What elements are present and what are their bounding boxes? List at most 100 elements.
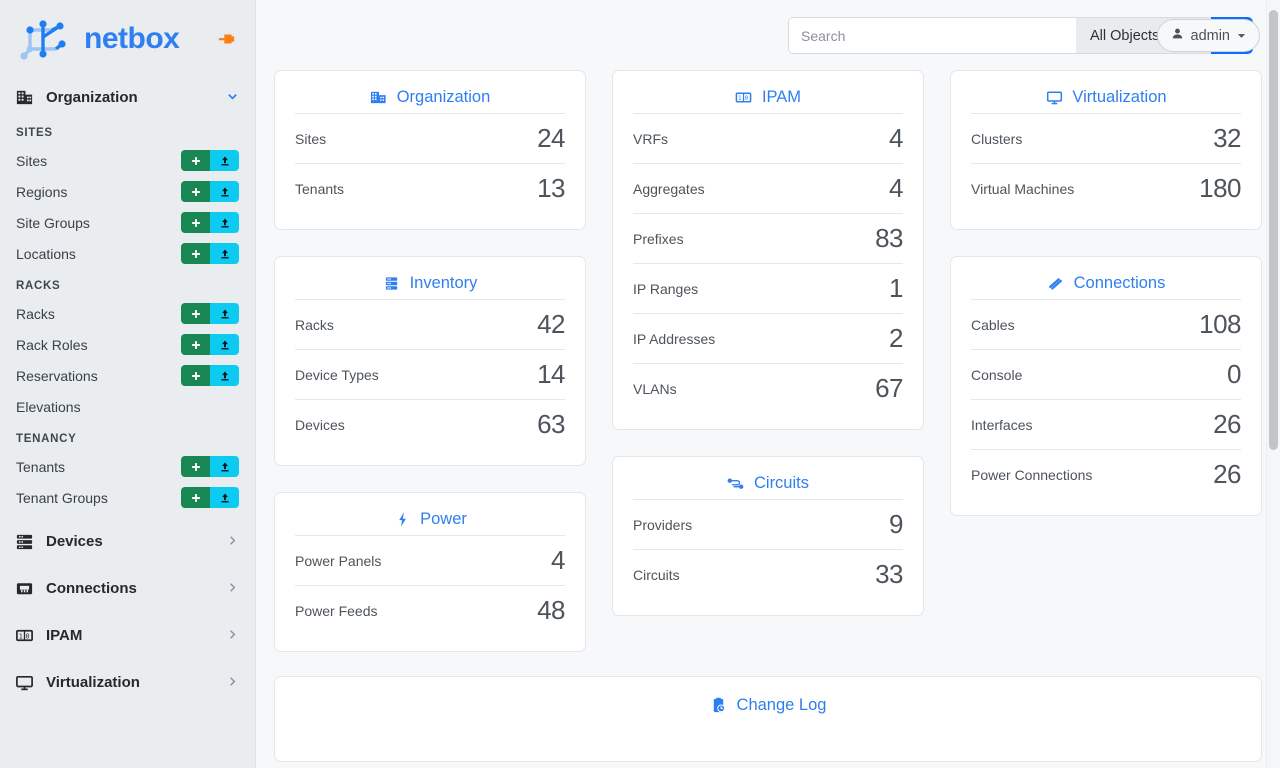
stat-row[interactable]: Virtual Machines 180: [971, 163, 1241, 213]
search-input[interactable]: [788, 17, 1076, 54]
scrollbar-track[interactable]: [1266, 0, 1280, 768]
sidebar-group-devices[interactable]: Devices: [0, 522, 255, 560]
sidebar-item-regions[interactable]: Regions: [0, 176, 255, 207]
add-site-groups-button[interactable]: [181, 212, 210, 233]
import-tenants-button[interactable]: [210, 456, 239, 477]
stat-row[interactable]: Prefixes 83: [633, 213, 903, 263]
card-title-label: Organization: [396, 88, 491, 106]
brand-name: netbox: [84, 22, 180, 55]
stat-value: 4: [551, 545, 565, 575]
sidebar-item-label: Elevations: [16, 398, 81, 415]
card-title-power[interactable]: Power: [295, 510, 565, 529]
card-title-circuits[interactable]: Circuits: [633, 474, 903, 493]
add-tenants-button[interactable]: [181, 456, 210, 477]
stat-value: 108: [1199, 309, 1241, 339]
dashboard-grid: Organization Sites 24 Tenants 13: [256, 70, 1280, 652]
virtualization-icon: [1045, 89, 1063, 107]
sidebar-item-reservations[interactable]: Reservations: [0, 360, 255, 391]
organization-icon: [370, 89, 388, 107]
add-reservations-button[interactable]: [181, 365, 210, 386]
user-menu-button[interactable]: admin: [1156, 19, 1260, 52]
import-racks-button[interactable]: [210, 303, 239, 324]
stat-value: 67: [875, 373, 903, 403]
stat-row[interactable]: Console 0: [971, 349, 1241, 399]
stat-value: 26: [1213, 459, 1241, 489]
card-title-label: Inventory: [409, 274, 478, 292]
stat-label: IP Addresses: [633, 330, 716, 347]
import-tenant-groups-button[interactable]: [210, 487, 239, 508]
stat-row[interactable]: Cables 108: [971, 299, 1241, 349]
import-sites-button[interactable]: [210, 150, 239, 171]
sidebar-group-virtualization[interactable]: Virtualization: [0, 663, 255, 701]
stat-value: 2: [889, 323, 903, 353]
sidebar-item-elevations[interactable]: Elevations: [0, 391, 255, 422]
add-rack-roles-button[interactable]: [181, 334, 210, 355]
sidebar-group-connections[interactable]: Connections: [0, 569, 255, 607]
add-locations-button[interactable]: [181, 243, 210, 264]
stat-row[interactable]: VRFs 4: [633, 113, 903, 163]
sidebar-item-tenants[interactable]: Tenants: [0, 451, 255, 482]
import-reservations-button[interactable]: [210, 365, 239, 386]
sidebar-group-organization[interactable]: Organization: [0, 78, 255, 116]
sidebar-item-label: Locations: [16, 245, 76, 262]
sidebar-item-tenant-groups[interactable]: Tenant Groups: [0, 482, 255, 513]
sidebar-item-label: Sites: [16, 152, 48, 169]
card-inventory: Inventory Racks 42 Device Types 14 Devic…: [274, 256, 586, 466]
card-title-inventory[interactable]: Inventory: [295, 274, 565, 293]
stat-row[interactable]: Device Types 14: [295, 349, 565, 399]
import-locations-button[interactable]: [210, 243, 239, 264]
stat-label: Prefixes: [633, 230, 684, 247]
chevron-right-icon: [226, 534, 239, 549]
stat-label: Racks: [295, 316, 334, 333]
sidebar-item-actions: [181, 334, 239, 355]
stat-row[interactable]: Aggregates 4: [633, 163, 903, 213]
stat-row[interactable]: Power Feeds 48: [295, 585, 565, 635]
sidebar-group-ipam[interactable]: 1 0 IPAM: [0, 616, 255, 654]
stat-row[interactable]: IP Ranges 1: [633, 263, 903, 313]
card-title-changelog[interactable]: Change Log: [295, 696, 1241, 715]
card-title-virtualization[interactable]: Virtualization: [971, 88, 1241, 107]
sidebar-item-rack-roles[interactable]: Rack Roles: [0, 329, 255, 360]
stat-row[interactable]: Interfaces 26: [971, 399, 1241, 449]
card-title-ipam[interactable]: 1 0 IPAM: [633, 88, 903, 107]
sidebar-item-racks[interactable]: Racks: [0, 298, 255, 329]
pin-icon[interactable]: [217, 29, 237, 49]
sidebar-item-actions: [181, 487, 239, 508]
card-title-connections[interactable]: Connections: [971, 274, 1241, 293]
stat-row[interactable]: Circuits 33: [633, 549, 903, 599]
import-regions-button[interactable]: [210, 181, 239, 202]
stat-row[interactable]: Devices 63: [295, 399, 565, 449]
stat-row[interactable]: Sites 24: [295, 113, 565, 163]
sidebar-group-label: Devices: [46, 532, 103, 550]
add-tenant-groups-button[interactable]: [181, 487, 210, 508]
stat-row[interactable]: Providers 9: [633, 499, 903, 549]
add-racks-button[interactable]: [181, 303, 210, 324]
stat-value: 83: [875, 223, 903, 253]
stat-value: 48: [537, 595, 565, 625]
card-title-organization[interactable]: Organization: [295, 88, 565, 107]
scrollbar-thumb[interactable]: [1269, 10, 1278, 450]
stat-row[interactable]: Racks 42: [295, 299, 565, 349]
add-sites-button[interactable]: [181, 150, 210, 171]
stat-value: 4: [889, 173, 903, 203]
stat-row[interactable]: Power Panels 4: [295, 535, 565, 585]
stat-row[interactable]: VLANs 67: [633, 363, 903, 413]
dashboard-column-left: Organization Sites 24 Tenants 13: [274, 70, 586, 652]
import-site-groups-button[interactable]: [210, 212, 239, 233]
dashboard-column-middle: 1 0 IPAM VRFs 4 Aggregates 4: [612, 70, 924, 652]
add-regions-button[interactable]: [181, 181, 210, 202]
stat-row[interactable]: Clusters 32: [971, 113, 1241, 163]
sidebar-item-locations[interactable]: Locations: [0, 238, 255, 269]
import-rack-roles-button[interactable]: [210, 334, 239, 355]
card-title-label: Change Log: [736, 696, 827, 714]
stat-row[interactable]: Tenants 13: [295, 163, 565, 213]
stat-row[interactable]: Power Connections 26: [971, 449, 1241, 499]
power-icon: [393, 511, 411, 529]
stat-value: 24: [537, 123, 565, 153]
sidebar-item-sites[interactable]: Sites: [0, 145, 255, 176]
sidebar-group-label: IPAM: [46, 626, 83, 644]
sidebar-item-site-groups[interactable]: Site Groups: [0, 207, 255, 238]
sidebar-item-actions: [181, 212, 239, 233]
chevron-down-icon: [226, 90, 239, 105]
stat-row[interactable]: IP Addresses 2: [633, 313, 903, 363]
